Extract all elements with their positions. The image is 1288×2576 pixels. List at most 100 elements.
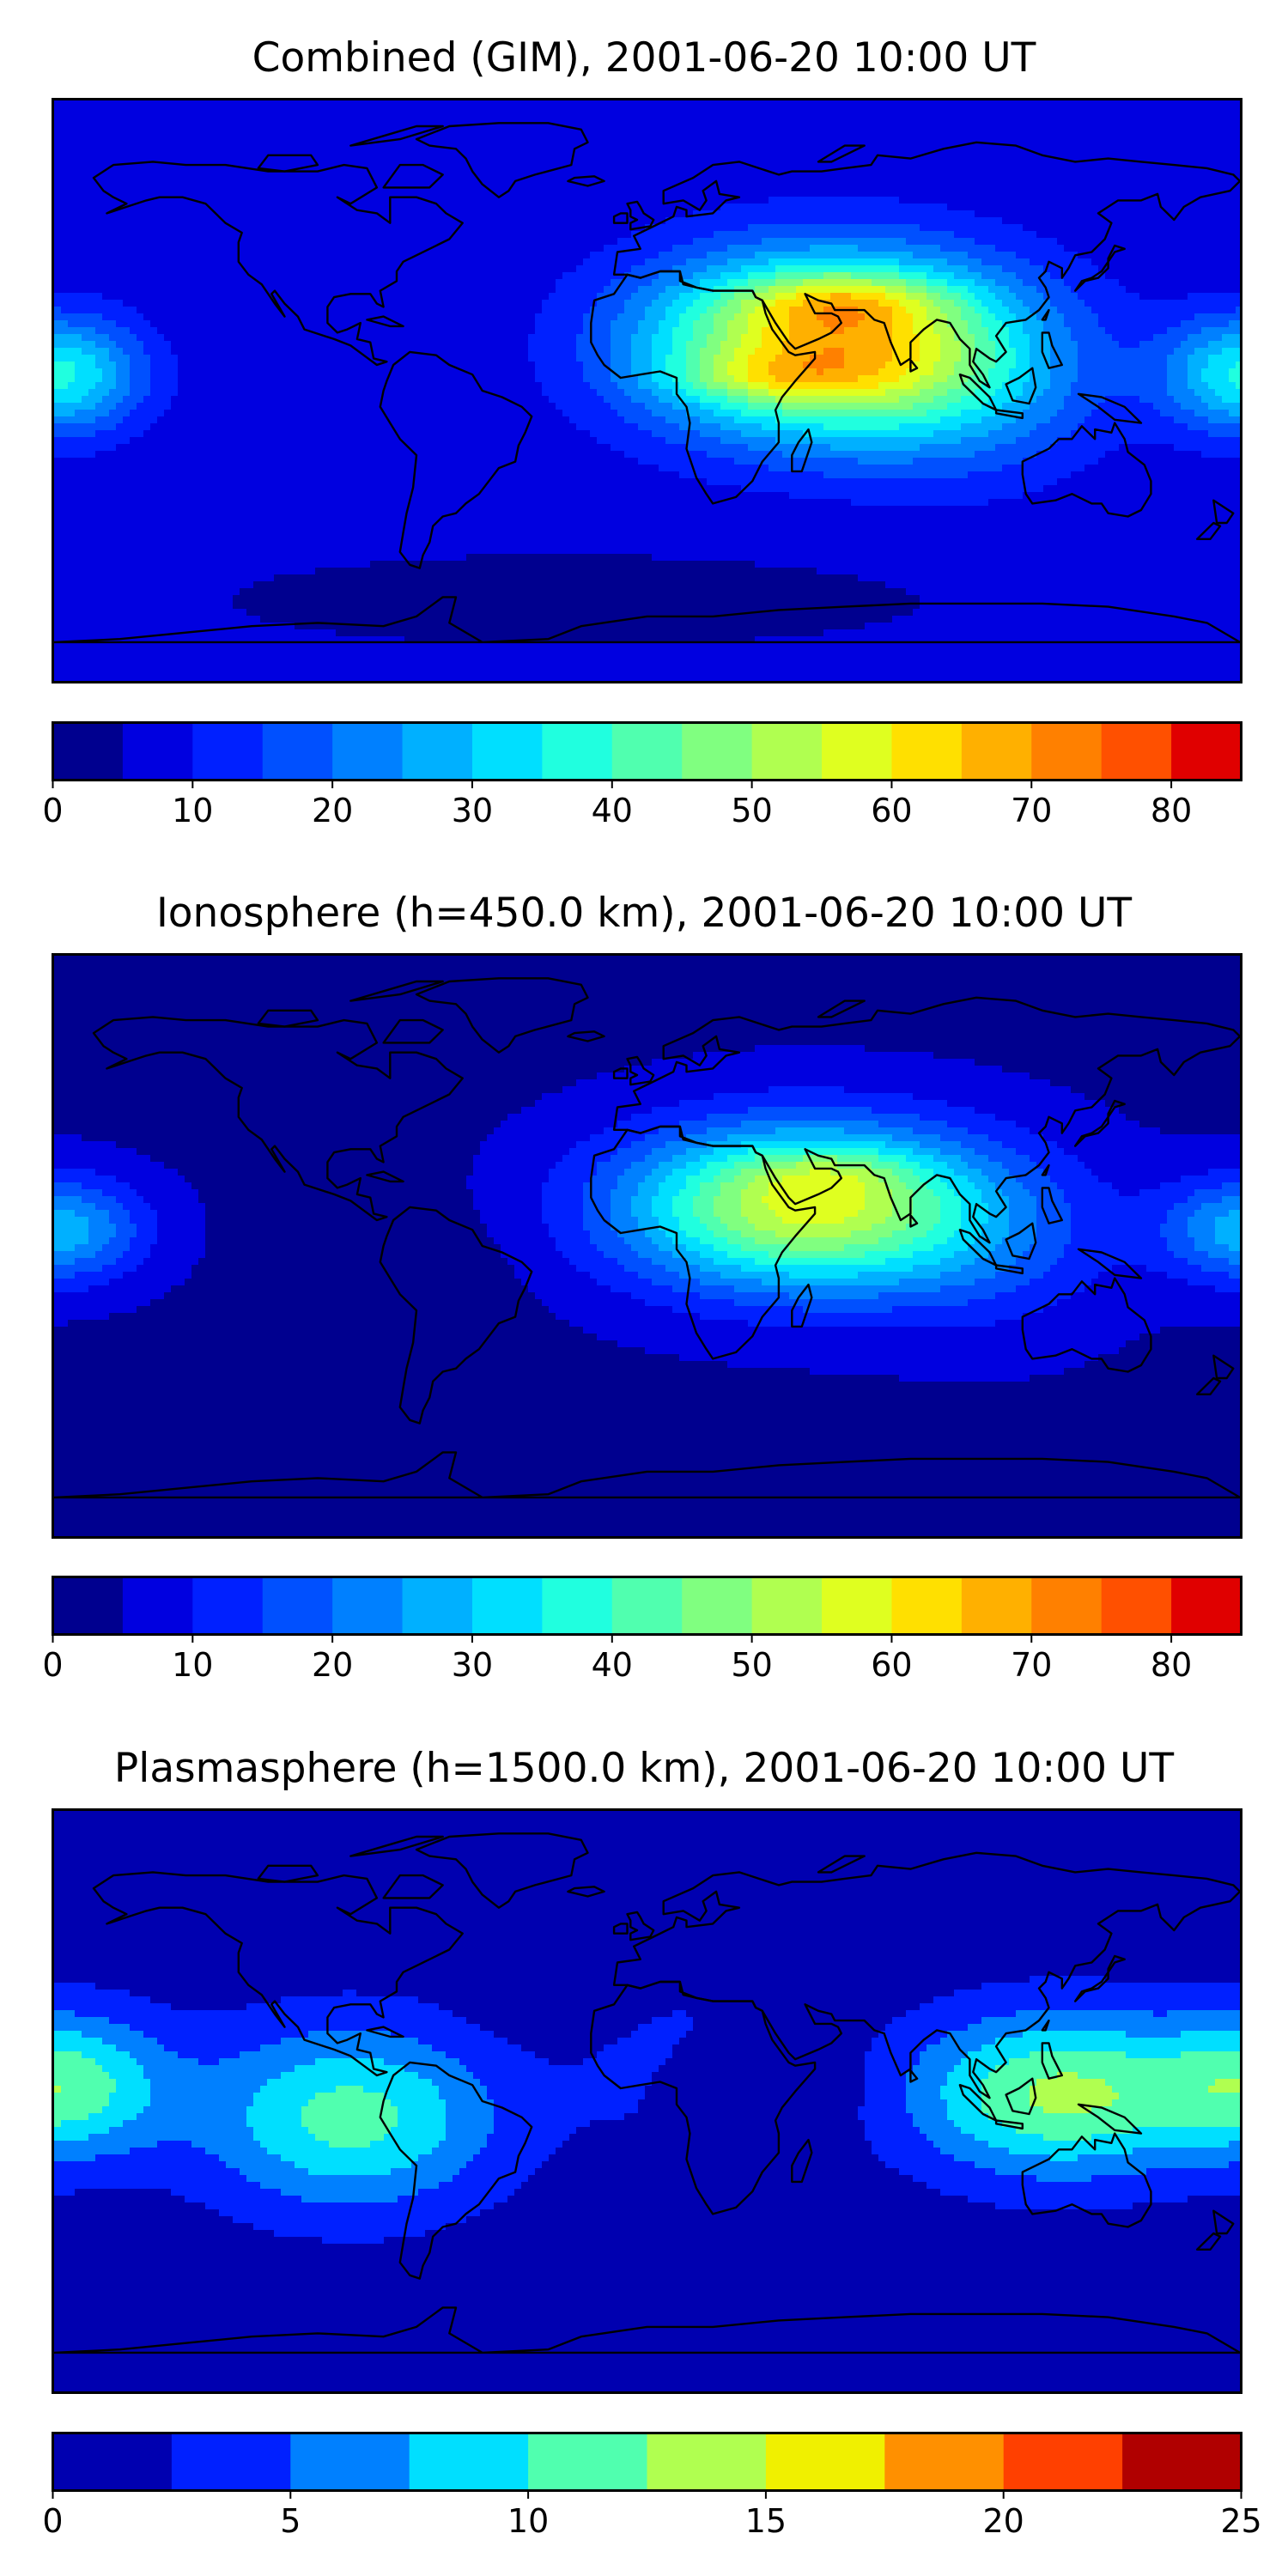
colorbar-combined	[52, 721, 1242, 788]
colorbar-bin	[822, 1577, 892, 1635]
coastline-japan	[1073, 1954, 1126, 2002]
colorbar-bin	[471, 722, 543, 781]
coastline-madagascar	[791, 1283, 813, 1328]
colorbar-bin	[1003, 2433, 1123, 2491]
colorbar-tick-label: 60	[831, 792, 951, 829]
colorbar-bin	[1171, 1577, 1242, 1635]
coastline-japan	[1073, 244, 1126, 292]
colorbar-bin	[751, 1577, 823, 1635]
colorbar-tick-label: 70	[971, 792, 1091, 829]
coastline-taiwan	[1041, 2019, 1050, 2032]
coastline-java	[994, 1264, 1024, 1275]
colorbar-bin	[682, 722, 753, 781]
colorbar-bin	[1101, 722, 1172, 781]
coastline-novaya-zemlya	[817, 1855, 866, 1874]
colorbar-tick-label: 20	[272, 792, 392, 829]
coastline-baffin	[382, 1874, 444, 1899]
coastline-new-zealand	[1212, 1354, 1235, 1380]
coastline-iceland	[567, 175, 605, 187]
chart-title-ionosphere: Ionosphere (h=450.0 km), 2001-06-20 10:0…	[0, 890, 1288, 938]
coastline-south-america	[379, 350, 533, 569]
colorbar-plasmasphere	[52, 2432, 1242, 2499]
colorbar-tick-label: 0	[0, 1646, 113, 1684]
coastline-greenland	[415, 1832, 589, 1909]
colorbar-tick-label: 20	[944, 2502, 1064, 2540]
coastline-cuba	[366, 2026, 404, 2038]
colorbar-bin	[409, 2433, 529, 2491]
coastline-greenland	[415, 122, 589, 198]
coastline-madagascar	[791, 2138, 813, 2184]
coastlines	[54, 977, 1240, 1499]
coastline-new-guinea	[1077, 2103, 1143, 2135]
coastline-baffin	[382, 163, 444, 189]
coastline-sri-lanka	[909, 1214, 919, 1228]
colorbar-bin	[542, 722, 613, 781]
coastline-ireland	[612, 212, 629, 224]
coastline-new-guinea	[1077, 392, 1143, 424]
coastline-new-zealand-south	[1195, 1376, 1222, 1395]
colorbar-frame	[52, 2432, 1242, 2492]
colorbar-tick-label: 10	[468, 2502, 588, 2540]
coastline-ellesmere	[349, 980, 444, 1002]
colorbar-bin	[471, 1577, 543, 1635]
colorbar-bin	[52, 2433, 173, 2491]
colorbar-bin	[1101, 1577, 1172, 1635]
coastline-ireland	[612, 1923, 629, 1935]
colorbar-bin	[611, 1577, 683, 1635]
coastline-novaya-zemlya	[817, 999, 866, 1018]
colorbar-bin	[751, 722, 823, 781]
colorbar-tick-label: 60	[831, 1646, 951, 1684]
map-combined	[52, 98, 1242, 683]
colorbar-tick-label: 0	[0, 792, 113, 829]
colorbar-bin	[961, 722, 1032, 781]
coastline-north-america	[92, 1871, 464, 2077]
field-raster	[54, 100, 1240, 681]
colorbar-tick-label: 25	[1182, 2502, 1288, 2540]
coastline-australia	[1021, 2132, 1152, 2228]
coastline-britain	[626, 1911, 655, 1941]
colorbar-tick-label: 5	[230, 2502, 350, 2540]
colorbar-bin	[1171, 722, 1242, 781]
coastline-ireland	[612, 1067, 629, 1079]
colorbar-bin	[262, 1577, 333, 1635]
coastline-eurasia	[612, 996, 1240, 1244]
colorbar-bin	[192, 722, 264, 781]
coastline-iceland	[567, 1886, 605, 1898]
colorbar-bin	[647, 2433, 767, 2491]
colorbar-bin	[891, 722, 963, 781]
colorbar-bin	[122, 722, 193, 781]
colorbar-bin	[765, 2433, 885, 2491]
colorbar-bin	[332, 722, 404, 781]
colorbar-bin	[52, 1577, 124, 1635]
colorbar-bin	[262, 722, 333, 781]
coastline-philippines	[1041, 331, 1064, 369]
coastline-borneo	[1005, 2077, 1037, 2116]
colorbar-bin	[528, 2433, 647, 2491]
colorbar-bin	[402, 722, 473, 781]
coastline-new-zealand	[1212, 2209, 1235, 2235]
coastline-britain	[626, 1055, 655, 1086]
coastline-new-zealand	[1212, 499, 1235, 525]
colorbar-tick-label: 80	[1111, 792, 1231, 829]
coastline-cuba	[366, 1170, 404, 1183]
colorbar-tick-label: 0	[0, 2502, 113, 2540]
coastline-java	[994, 2119, 1024, 2130]
map-ionosphere	[52, 953, 1242, 1539]
colorbar-tick-label: 10	[132, 1646, 252, 1684]
colorbar-tick-label: 80	[1111, 1646, 1231, 1684]
coastline-victoria-island	[257, 1009, 319, 1028]
coastline-borneo	[1005, 1222, 1037, 1261]
colorbar-bin	[171, 2433, 291, 2491]
coastline-north-america	[92, 1016, 464, 1222]
coastline-ellesmere	[349, 1835, 444, 1857]
coastline-south-america	[379, 1206, 533, 1425]
colorbar-tick-label: 10	[132, 792, 252, 829]
coastline-victoria-island	[257, 154, 319, 173]
colorbar-frame	[52, 721, 1242, 781]
colorbar-bin	[332, 1577, 404, 1635]
colorbar-tick-label: 50	[692, 1646, 812, 1684]
colorbar-bin	[52, 722, 124, 781]
coastline-novaya-zemlya	[817, 144, 866, 163]
colorbar-bin	[192, 1577, 264, 1635]
coastline-philippines	[1041, 1187, 1064, 1224]
